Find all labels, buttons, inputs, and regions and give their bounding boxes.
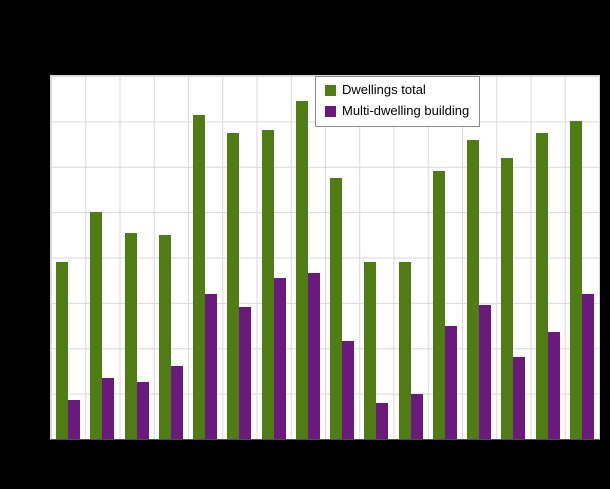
bar-group <box>359 76 393 439</box>
plot-area <box>50 75 600 440</box>
bar-multi-dwelling-building <box>102 377 115 439</box>
bar-dwellings-total <box>193 114 206 439</box>
bar-group <box>565 76 599 439</box>
bar-group <box>120 76 154 439</box>
bar-multi-dwelling-building <box>170 366 183 439</box>
bar-multi-dwelling-building <box>68 400 81 439</box>
bar-dwellings-total <box>158 234 171 439</box>
bar-multi-dwelling-building <box>307 273 320 439</box>
legend-item-dwellings-total: Dwellings total <box>325 82 469 98</box>
bar-multi-dwelling-building <box>444 325 457 439</box>
legend-swatch-multi-dwelling-building <box>325 105 336 117</box>
bars-container <box>51 76 599 439</box>
bar-group <box>188 76 222 439</box>
bar-dwellings-total <box>364 262 377 439</box>
bar-group <box>85 76 119 439</box>
bar-dwellings-total <box>501 157 514 439</box>
legend-item-multi-dwelling-building: Multi-dwelling building <box>325 102 470 119</box>
bar-multi-dwelling-building <box>205 293 218 439</box>
bar-dwellings-total <box>535 132 548 439</box>
bar-dwellings-total <box>467 139 480 439</box>
bar-multi-dwelling-building <box>376 402 389 439</box>
bar-group <box>496 76 530 439</box>
bar-multi-dwelling-building <box>239 307 252 439</box>
bar-dwellings-total <box>432 171 445 439</box>
bar-dwellings-total <box>227 132 240 439</box>
bar-multi-dwelling-building <box>342 341 355 439</box>
bar-multi-dwelling-building <box>547 332 560 439</box>
bar-dwellings-total <box>330 178 343 439</box>
bar-multi-dwelling-building <box>513 357 526 439</box>
legend-label-multi-dwelling-building: Multi-dwelling building <box>342 102 470 118</box>
bar-group <box>222 76 256 439</box>
bar-multi-dwelling-building <box>581 293 594 439</box>
bar-dwellings-total <box>261 130 274 439</box>
legend-label-dwellings-total: Dwellings total <box>342 82 426 97</box>
bar-group <box>154 76 188 439</box>
legend-swatch-dwellings-total <box>325 84 336 96</box>
bar-dwellings-total <box>90 212 103 439</box>
bar-group <box>291 76 325 439</box>
bar-group <box>462 76 496 439</box>
bar-dwellings-total <box>295 100 308 439</box>
legend: Dwellings total Multi-dwelling building <box>315 76 481 127</box>
bar-group <box>257 76 291 439</box>
bar-dwellings-total <box>56 262 69 439</box>
bar-group <box>531 76 565 439</box>
bar-group <box>428 76 462 439</box>
bar-group <box>394 76 428 439</box>
bar-multi-dwelling-building <box>479 305 492 439</box>
bar-dwellings-total <box>569 121 582 439</box>
bar-group <box>51 76 85 439</box>
bar-dwellings-total <box>124 232 137 439</box>
bar-dwellings-total <box>398 262 411 439</box>
bar-multi-dwelling-building <box>410 393 423 439</box>
bar-group <box>325 76 359 439</box>
bar-multi-dwelling-building <box>273 277 286 439</box>
bar-multi-dwelling-building <box>136 382 149 439</box>
